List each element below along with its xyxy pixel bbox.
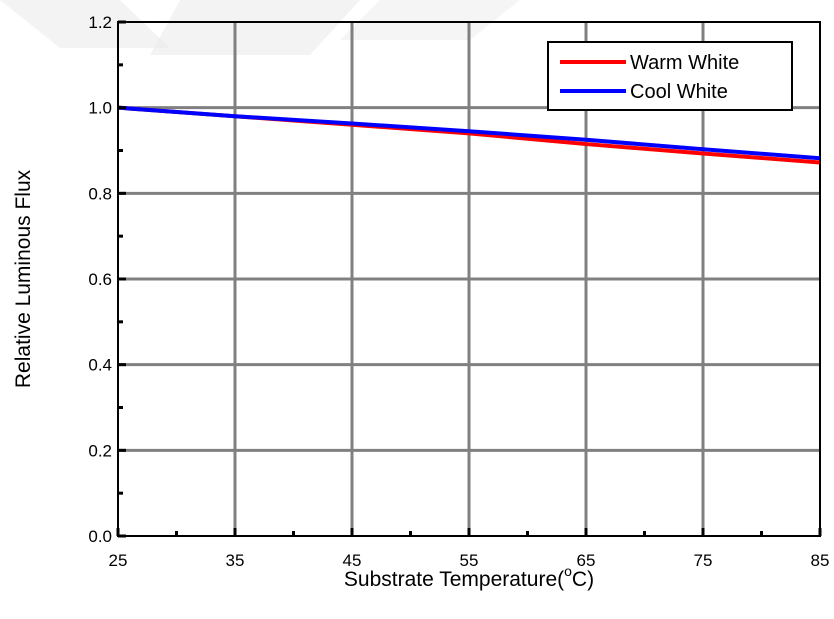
y-tick-label: 0.4 <box>88 356 112 375</box>
x-tick-label: 45 <box>343 551 362 570</box>
x-axis-title-main: Substrate Temperature( <box>344 568 564 591</box>
series-line-cool-white <box>117 105 821 161</box>
y-tick-label: 0.8 <box>88 184 112 203</box>
y-tick-label: 0.6 <box>88 270 112 289</box>
x-tick-label: 75 <box>694 551 713 570</box>
y-tick-label: 1.0 <box>88 99 112 118</box>
x-axis-title: Substrate Temperature(oC) <box>344 563 594 591</box>
x-tick-label: 65 <box>577 551 596 570</box>
grid-lines <box>118 22 820 536</box>
y-tick-label: 1.2 <box>88 13 112 32</box>
x-tick-label: 25 <box>109 551 128 570</box>
series-lines <box>117 105 821 165</box>
legend-box <box>547 41 793 111</box>
x-tick-label: 35 <box>226 551 245 570</box>
axis-tick-labels: 25 35 45 55 65 75 85 0.0 0.2 0.4 0.6 0.8 1.0 1.2 <box>88 13 829 570</box>
x-tick-label: 85 <box>811 551 830 570</box>
x-axis-title-degree: o <box>564 563 572 579</box>
x-axis-title-unit: C) <box>572 568 594 591</box>
legend: Warm White Cool White <box>547 41 793 111</box>
axis-ticks <box>116 20 822 538</box>
y-tick-label: 0.0 <box>88 527 112 546</box>
legend-label: Warm White <box>630 52 739 74</box>
y-tick-label: 0.2 <box>88 441 112 460</box>
y-axis-title: Relative Luminous Flux <box>12 169 35 388</box>
legend-label: Cool White <box>630 81 728 103</box>
x-tick-label: 55 <box>460 551 479 570</box>
